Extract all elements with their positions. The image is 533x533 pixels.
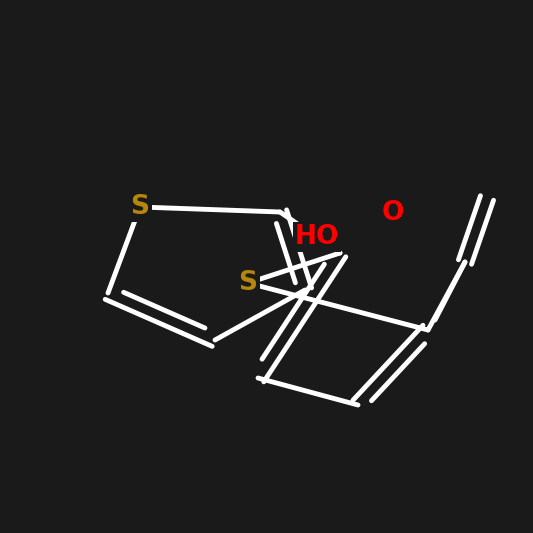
Text: HO: HO: [295, 224, 339, 250]
Text: S: S: [238, 270, 257, 296]
Text: S: S: [131, 194, 149, 220]
Text: O: O: [382, 200, 404, 226]
